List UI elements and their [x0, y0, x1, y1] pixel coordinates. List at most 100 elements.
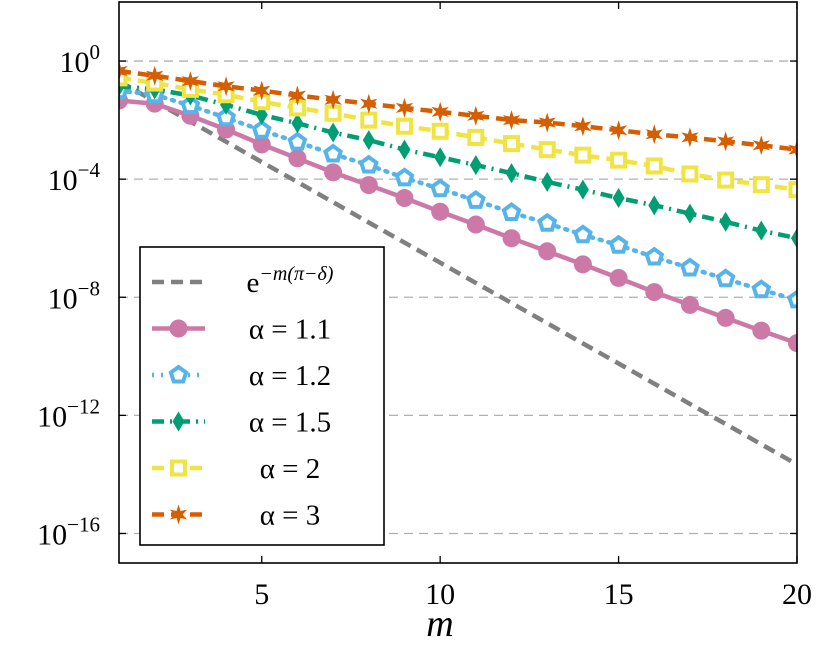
- legend-text: α = 1.2: [249, 360, 331, 392]
- y-tick-base: 10: [37, 400, 67, 433]
- y-tick-base: 10: [37, 518, 67, 551]
- legend-label: α = 2: [260, 453, 321, 485]
- marker: [752, 176, 770, 194]
- marker: [644, 246, 665, 266]
- marker: [715, 268, 736, 288]
- marker: [541, 171, 554, 192]
- y-tick-base: 10: [48, 282, 78, 315]
- marker: [574, 116, 592, 137]
- marker: [538, 141, 556, 159]
- marker: [681, 127, 699, 148]
- legend-text: α = 3: [260, 500, 321, 532]
- marker: [430, 178, 451, 198]
- marker: [431, 202, 450, 221]
- legend-label: α = 1.1: [249, 314, 331, 346]
- marker: [146, 65, 164, 86]
- marker: [288, 85, 307, 106]
- marker: [216, 107, 237, 127]
- marker: [683, 203, 696, 224]
- marker: [502, 110, 521, 131]
- plot-area: [119, 61, 797, 467]
- marker: [502, 229, 521, 248]
- y-tick-label: 10−4: [48, 158, 101, 197]
- legend-label: e−m(π−δ): [247, 263, 334, 299]
- marker: [431, 101, 449, 122]
- x-tick-label: 15: [604, 578, 634, 611]
- y-tick-label: 100: [60, 40, 101, 79]
- marker: [679, 257, 700, 277]
- marker: [431, 122, 449, 140]
- marker: [538, 242, 557, 261]
- y-tick-exponent: −4: [78, 158, 101, 182]
- marker: [362, 130, 375, 151]
- y-tick-label: 10−16: [37, 512, 100, 551]
- marker: [573, 255, 592, 274]
- y-tick-base: 10: [60, 46, 90, 79]
- marker: [395, 97, 414, 118]
- marker: [609, 120, 628, 141]
- marker: [324, 89, 342, 110]
- y-tick-exponent: −12: [67, 394, 100, 418]
- legend-box: [139, 246, 385, 546]
- plot-frame: [118, 1, 798, 564]
- marker: [717, 171, 735, 189]
- marker: [395, 117, 413, 135]
- marker: [358, 154, 379, 174]
- x-tick-label: 5: [254, 578, 269, 611]
- legend-label: α = 3: [260, 500, 321, 532]
- marker: [394, 167, 415, 187]
- marker: [469, 155, 482, 176]
- marker: [645, 124, 663, 145]
- legend-text: e: [247, 267, 260, 299]
- marker: [538, 112, 556, 133]
- legend-text: α = 1.1: [249, 314, 331, 346]
- marker: [172, 411, 185, 432]
- marker: [395, 189, 414, 208]
- marker: [788, 139, 797, 160]
- marker: [251, 119, 272, 139]
- y-tick-label: 10−8: [48, 276, 100, 315]
- marker: [503, 135, 521, 153]
- marker: [168, 364, 189, 384]
- marker: [287, 131, 308, 151]
- marker: [752, 135, 770, 156]
- marker: [648, 195, 661, 216]
- legend-label: α = 1.2: [249, 360, 331, 392]
- marker: [360, 111, 378, 129]
- marker: [169, 319, 188, 338]
- marker: [681, 165, 699, 183]
- legend-text: α = 1.5: [249, 407, 331, 439]
- marker: [288, 149, 307, 168]
- marker: [360, 93, 378, 114]
- marker: [537, 212, 558, 232]
- series-line: [119, 68, 797, 152]
- y-tick-exponent: −16: [67, 512, 100, 536]
- x-tick-label: 20: [782, 578, 812, 611]
- marker: [359, 176, 378, 195]
- marker: [755, 220, 768, 241]
- marker: [788, 334, 797, 353]
- marker: [291, 113, 304, 134]
- marker: [576, 179, 589, 200]
- marker: [217, 76, 235, 97]
- y-tick-label: 10−12: [37, 394, 100, 433]
- marker: [467, 105, 485, 126]
- marker: [751, 279, 772, 299]
- y-tick-exponent: 0: [90, 40, 101, 64]
- marker: [505, 163, 518, 184]
- marker: [252, 135, 271, 154]
- legend-exponent: −m(π−δ): [259, 263, 333, 285]
- x-tick-label: 10: [425, 578, 455, 611]
- marker: [572, 224, 593, 244]
- marker: [645, 283, 664, 302]
- marker: [787, 289, 797, 309]
- marker: [574, 146, 592, 164]
- marker: [467, 128, 485, 146]
- x-axis-label: m: [426, 603, 453, 645]
- marker: [170, 459, 187, 477]
- marker: [327, 122, 340, 143]
- marker: [612, 188, 625, 209]
- series-line: [119, 84, 797, 241]
- marker: [719, 211, 732, 232]
